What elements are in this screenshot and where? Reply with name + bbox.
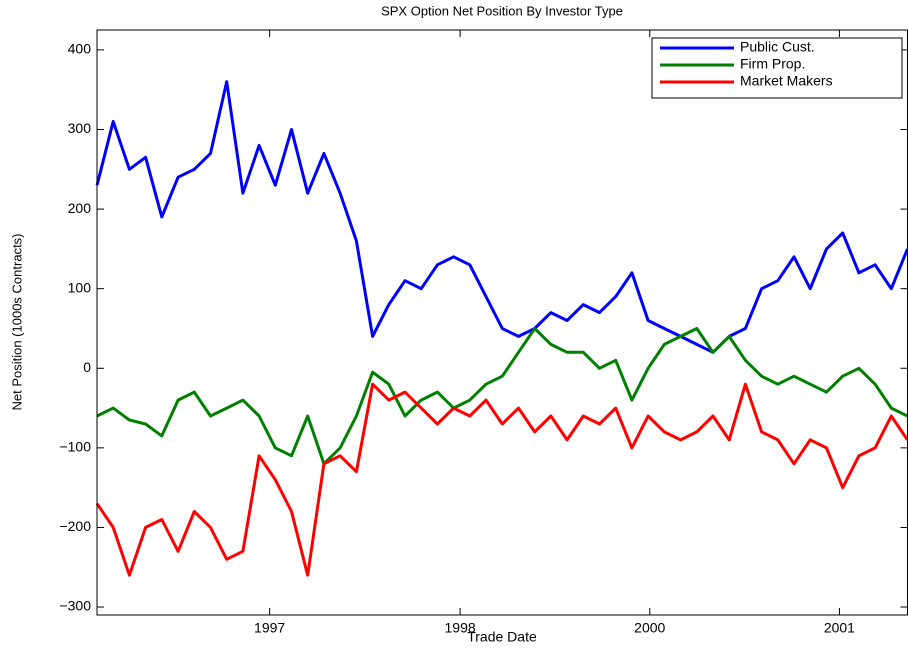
series-line (95, 382, 908, 577)
y-tick-label: 200 (68, 200, 92, 216)
series-line (95, 80, 908, 354)
y-tick-label: −100 (59, 439, 91, 455)
legend: Public Cust.Firm Prop.Market Makers (651, 37, 903, 99)
legend-label: Public Cust. (740, 39, 815, 55)
y-tick-label: 300 (68, 120, 92, 136)
legend-label: Firm Prop. (740, 56, 805, 72)
chart-title: SPX Option Net Position By Investor Type (381, 3, 623, 18)
series-line (96, 327, 908, 466)
y-axis-label: Net Position (1000s Contracts) (9, 233, 24, 410)
y-tick-label: −200 (59, 518, 91, 534)
x-axis-label: Trade Date (467, 629, 537, 645)
y-tick-label: 400 (68, 41, 92, 57)
y-tick-label: −300 (59, 598, 91, 614)
x-tick-label: 2000 (634, 620, 665, 636)
x-tick-label: 1998 (445, 620, 476, 636)
y-tick-label: 0 (83, 359, 91, 375)
x-tick-label: 1997 (254, 620, 285, 636)
legend-label: Market Makers (740, 73, 833, 89)
x-tick-label: 2001 (824, 620, 855, 636)
y-tick-label: 100 (68, 279, 92, 295)
